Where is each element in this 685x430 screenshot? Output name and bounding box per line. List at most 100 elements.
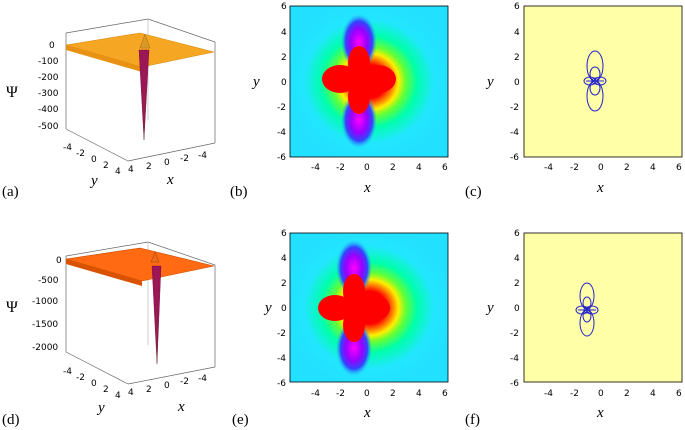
panel-c-xtick-4: 4 xyxy=(650,163,656,173)
panel-b-xtick-5: 6 xyxy=(442,163,448,173)
panel-f-ytick-6: -6 xyxy=(510,379,519,389)
panel-d-ylabel: y xyxy=(96,400,105,416)
panel-f-xtick-2: 0 xyxy=(598,389,604,399)
panel-a-ztick-3: -300 xyxy=(38,89,59,99)
panel-c-xtick-5: 6 xyxy=(676,163,682,173)
panel-d-ytick-2: 0 xyxy=(91,379,97,389)
panel-b-lobe-right xyxy=(360,65,396,93)
panel-a-ytick-0: -4 xyxy=(63,143,72,153)
panel-a-ylabel: y xyxy=(89,173,98,189)
panel-c-ytick-6: -6 xyxy=(510,153,519,163)
panel-d-xtick-0: 4 xyxy=(128,388,134,398)
panel-d-ytick-4: 4 xyxy=(115,391,121,401)
panel-e-xtick-5: 6 xyxy=(442,389,448,399)
panel-a-ztick-1: -100 xyxy=(38,57,59,67)
panel-a-xtick-3: -2 xyxy=(180,154,189,164)
panel-d-ztick-0: 0 xyxy=(56,256,62,266)
panel-f-ytick-3: 0 xyxy=(514,304,520,314)
panel-b-xtick-1: -2 xyxy=(336,163,345,173)
panel-a-ytick-3: 2 xyxy=(103,161,109,171)
panel-a-ytick-2: 0 xyxy=(91,155,97,165)
panel-d-xtick-2: 0 xyxy=(164,381,170,391)
panel-f-xtick-5: 6 xyxy=(676,389,682,399)
panel-c-xtick-3: 2 xyxy=(624,163,630,173)
panel-b-ytick-4: -2 xyxy=(277,103,286,113)
panel-e-ytick-3: 0 xyxy=(281,304,287,314)
panel-a-ztick-2: -200 xyxy=(38,73,59,83)
panel-d-surface xyxy=(65,247,215,282)
panel-f-xtick-0: -4 xyxy=(544,389,553,399)
panel-a-xtick-4: -4 xyxy=(198,151,207,161)
panel-d-ztick-1: -500 xyxy=(38,276,59,286)
panel-d-ytick-3: 2 xyxy=(103,385,109,395)
panel-b-xtick-3: 2 xyxy=(390,163,396,173)
panel-f: 6 4 2 0 -2 -4 -6 -4 -2 0 2 4 6 x y (f) xyxy=(465,229,683,428)
panel-e-lobe-left xyxy=(318,295,352,321)
panel-a-ytick-1: -2 xyxy=(76,149,85,159)
panel-c-ytick-2: 2 xyxy=(514,53,520,63)
panel-d-ytick-0: -4 xyxy=(63,367,72,377)
panel-e-lobe-down xyxy=(343,308,365,342)
panel-b-ylabel: y xyxy=(251,74,260,90)
panel-e-xtick-3: 2 xyxy=(390,389,396,399)
panel-e-xtick-0: -4 xyxy=(311,389,320,399)
panel-c-ytick-4: -2 xyxy=(510,103,519,113)
panel-a-xtick-0: 4 xyxy=(128,165,134,175)
panel-e-ytick-1: 4 xyxy=(281,254,287,264)
panel-a-xlabel: x xyxy=(166,172,174,188)
panel-c-ytick-5: -4 xyxy=(510,128,519,138)
panel-a-xtick-1: 2 xyxy=(146,162,152,172)
panel-b-ytick-3: 0 xyxy=(281,78,287,88)
panel-a-ztick-4: -400 xyxy=(38,105,59,115)
panel-f-ytick-1: 4 xyxy=(514,254,520,264)
panel-c-ytick-0: 6 xyxy=(514,2,520,12)
panel-b: 6 4 2 0 -2 -4 -6 -4 -2 0 2 4 6 x y (b) xyxy=(230,2,449,200)
panel-d-xtick-1: 2 xyxy=(146,385,152,395)
panel-f-background xyxy=(523,232,683,383)
panel-f-contours xyxy=(575,282,599,337)
panel-b-ytick-2: 2 xyxy=(281,53,287,63)
panel-d-bump xyxy=(150,251,160,263)
panel-a-zlabel: Ψ xyxy=(6,84,18,101)
panel-c-xlabel: x xyxy=(596,180,604,196)
panel-b-xtick-4: 4 xyxy=(416,163,422,173)
panel-d-ztick-4: -2000 xyxy=(32,343,58,353)
panel-b-label: (b) xyxy=(230,184,248,200)
panel-c-xtick-0: -4 xyxy=(544,163,553,173)
panel-d-xlabel: x xyxy=(177,399,185,415)
panel-f-ytick-5: -4 xyxy=(510,354,519,364)
panel-f-xtick-1: -2 xyxy=(570,389,579,399)
panel-c: 6 4 2 0 -2 -4 -6 -4 -2 0 2 4 6 x y (c) xyxy=(465,2,683,200)
panel-a-xtick-2: 0 xyxy=(164,158,170,168)
panel-a-label: (a) xyxy=(2,184,19,200)
panel-c-ytick-3: 0 xyxy=(514,78,520,88)
panel-f-xtick-4: 4 xyxy=(650,389,656,399)
panel-e-ylabel: y xyxy=(263,300,272,316)
panel-e-ytick-2: 2 xyxy=(281,279,287,289)
panel-e-lobe-up xyxy=(343,274,365,308)
panel-f-ytick-2: 2 xyxy=(514,279,520,289)
panel-e-ytick-5: -4 xyxy=(277,354,286,364)
panel-d-xtick-3: -2 xyxy=(180,377,189,387)
panel-b-lobe-down xyxy=(348,80,370,114)
panel-b-lobe-up xyxy=(348,46,370,80)
panel-e-ytick-6: -6 xyxy=(277,379,286,389)
panel-d-zlabel: Ψ xyxy=(6,299,18,316)
panel-b-ytick-1: 4 xyxy=(281,28,287,38)
panel-b-ytick-0: 6 xyxy=(281,2,287,12)
panel-a-surface-bottom xyxy=(66,45,142,72)
panel-a-ztick-0: 0 xyxy=(49,41,55,51)
panel-e-ytick-4: -2 xyxy=(277,329,286,339)
panel-f-label: (f) xyxy=(465,412,480,428)
panel-e: 6 4 2 0 -2 -4 -6 -4 -2 0 2 4 6 x y (e) xyxy=(232,229,449,428)
panel-a-bump xyxy=(139,33,151,49)
panel-b-xtick-2: 0 xyxy=(364,163,370,173)
panel-b-ytick-5: -4 xyxy=(277,128,286,138)
panel-d: 0 -500 -1000 -1500 -2000 Ψ -4 -2 0 2 4 y… xyxy=(2,241,216,428)
panel-d-ytick-1: -2 xyxy=(76,373,85,383)
panel-c-ylabel: y xyxy=(485,74,494,90)
panel-e-lobe-right xyxy=(356,295,390,321)
panel-d-xtick-4: -4 xyxy=(198,374,207,384)
panel-a: 0 -100 -200 -300 -400 -500 Ψ -4 -2 0 2 4… xyxy=(2,18,216,200)
panel-e-xtick-2: 0 xyxy=(364,389,370,399)
